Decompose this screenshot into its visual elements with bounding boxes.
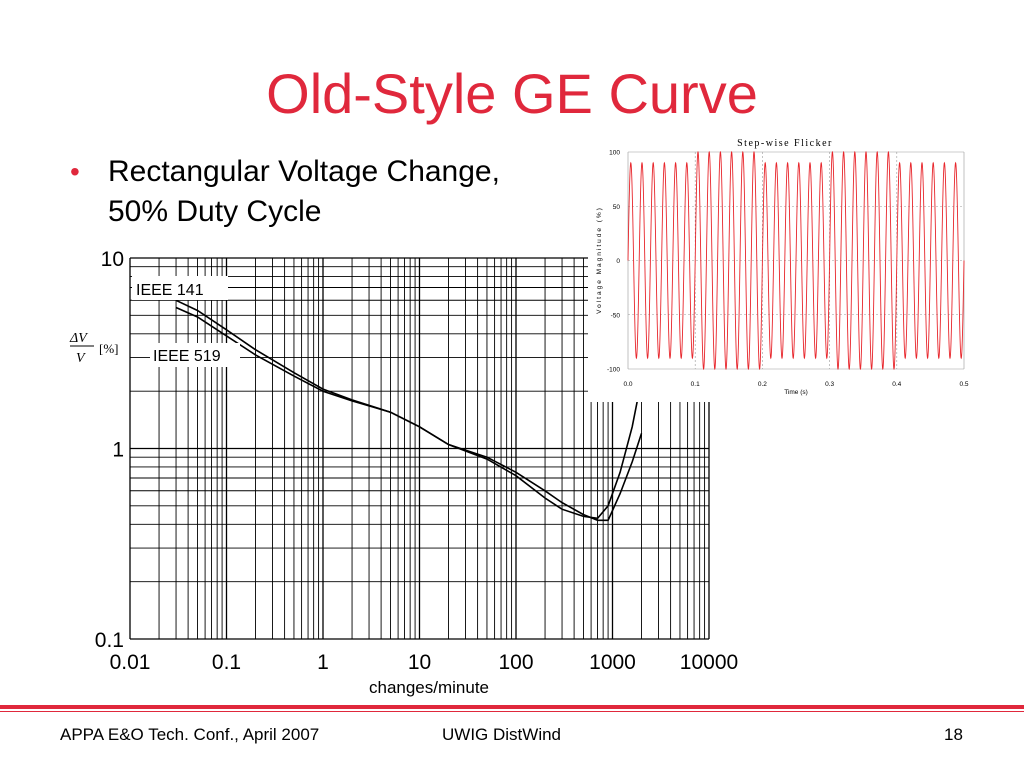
series-ieee141-line — [175, 299, 643, 522]
legend-ieee141-box — [132, 276, 228, 300]
bullet-text: Rectangular Voltage Change, 50% Duty Cyc… — [108, 152, 568, 232]
footer-page-number: 18 — [944, 725, 963, 744]
x-tick-label: 100 — [498, 651, 533, 674]
x-axis-label: changes/minute — [369, 678, 489, 697]
inset-x-tick-label: 0.2 — [758, 381, 767, 388]
inset-background — [588, 134, 976, 402]
main-series — [175, 299, 643, 522]
inset-y-tick-label: -100 — [607, 367, 620, 374]
x-tick-label: 0.1 — [212, 651, 241, 674]
inset-y-axis-label: Voltage Magnitude (%) — [596, 206, 603, 314]
legend-ieee141-label: IEEE 141 — [136, 282, 204, 299]
legend-ieee519-box — [150, 343, 240, 367]
inset-chart: Step-wise Flicker 0.0 0.1 0.2 0.3 0.4 0.5 100 5… — [588, 134, 976, 402]
inset-x-axis-label: Time (s) — [784, 389, 808, 396]
y-axis-label-denominator: V — [76, 351, 86, 366]
inset-series — [627, 150, 965, 371]
inset-y-tick-label: 100 — [609, 150, 620, 157]
x-tick-label: 1 — [317, 651, 329, 674]
inset-x-tick-label: 0.4 — [892, 381, 901, 388]
inset-x-tick-label: 0.1 — [691, 381, 700, 388]
y-tick-label: 10 — [101, 248, 124, 271]
x-tick-label: 0.01 — [110, 651, 151, 674]
y-axis-label-unit: [%] — [99, 341, 119, 356]
bullet-dot: • — [70, 156, 80, 187]
footer-divider-thick — [0, 705, 1024, 709]
footer-conference: APPA E&O Tech. Conf., April 2007 — [60, 725, 320, 744]
inset-x-tick-label: 0.0 — [623, 381, 632, 388]
legend-ieee519-label: IEEE 519 — [153, 348, 221, 365]
inset-y-tick-label: 50 — [613, 204, 621, 211]
bullet-text-line-1: Rectangular Voltage Change, — [108, 155, 500, 188]
x-tick-label: 10 — [408, 651, 431, 674]
slide-title: Old-Style GE Curve — [266, 62, 758, 125]
x-tick-label: 10000 — [680, 651, 738, 674]
inset-title: Step-wise Flicker — [737, 138, 833, 149]
y-tick-label: 0.1 — [95, 629, 124, 652]
inset-flicker-waveform — [627, 150, 965, 371]
footer-divider-thin — [0, 711, 1024, 712]
y-axis-label-numerator: ΔV — [69, 331, 88, 346]
inset-y-tick-label: -50 — [611, 312, 621, 319]
footer-organization: UWIG DistWind — [442, 725, 561, 744]
inset-x-tick-label: 0.3 — [825, 381, 834, 388]
y-tick-label: 1 — [112, 439, 124, 462]
series-ieee519-line — [175, 306, 643, 520]
bullet-text-line-2: 50% Duty Cycle — [108, 195, 322, 228]
inset-y-tick-label: 0 — [616, 258, 620, 265]
x-tick-label: 1000 — [589, 651, 636, 674]
inset-x-tick-label: 0.5 — [959, 381, 968, 388]
